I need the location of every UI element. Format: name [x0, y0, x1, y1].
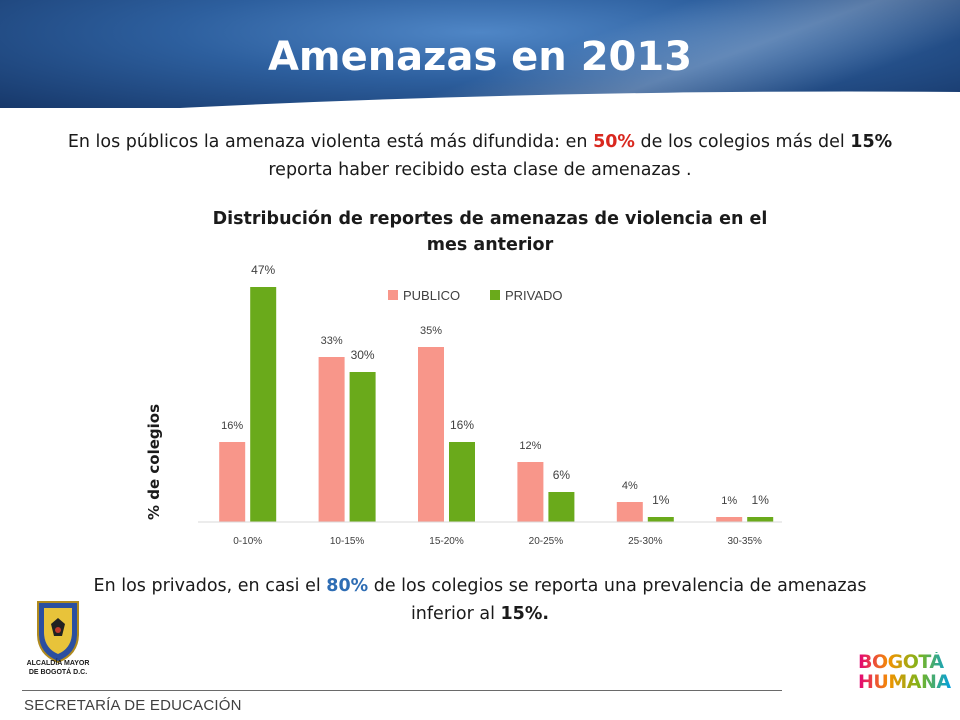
bar-publico-20-25-: [517, 462, 544, 522]
legend-swatch-privado: [490, 290, 500, 300]
intro-highlight-50: 50%: [593, 132, 635, 152]
data-label-publico-25-30-: 4%: [622, 480, 638, 492]
conclusion-text-1: En los privados, en casi el: [93, 576, 327, 596]
bar-privado-0-10-: [250, 287, 277, 522]
y-axis-label: % de colegios: [145, 404, 163, 520]
bar-publico-30-35-: [716, 517, 743, 522]
banner-curve: [0, 91, 960, 128]
conclusion-highlight-80: 80%: [326, 576, 369, 596]
x-tick-label-30-35-: 30-35%: [727, 536, 762, 547]
data-label-privado-0-10-: 47%: [251, 263, 275, 277]
intro-paragraph: En los públicos la amenaza violenta está…: [60, 128, 900, 184]
data-label-publico-0-10-: 16%: [221, 420, 243, 432]
chart-legend: PUBLICO PRIVADO: [388, 288, 563, 303]
chart-title: Distribución de reportes de amenazas de …: [212, 209, 768, 255]
bogota-humana-logo: BOGOTÁ HUMANA: [858, 652, 951, 692]
legend-label-privado: PRIVADO: [505, 288, 563, 303]
legend-swatch-publico: [388, 290, 398, 300]
page-title: Amenazas en 2013: [267, 34, 693, 80]
intro-text-1: En los públicos la amenaza violenta está…: [67, 132, 594, 152]
bar-privado-30-35-: [747, 517, 774, 522]
bar-publico-25-30-: [616, 502, 643, 522]
x-tick-label-15-20-: 15-20%: [429, 536, 464, 547]
bogota-humana-logo-line1: BOGOTÁ: [858, 652, 951, 672]
data-label-privado-10-15-: 30%: [351, 348, 375, 362]
intro-text-3: reporta haber recibido esta clase de ame…: [268, 160, 692, 180]
footer-department: SECRETARÍA DE EDUCACIÓN: [24, 697, 242, 714]
alcaldia-logo: ALCALDÍA MAYOR DE BOGOTÁ D.C.: [24, 600, 92, 691]
data-label-publico-30-35-: 1%: [721, 495, 737, 507]
footer-divider: [22, 690, 782, 691]
data-label-privado-25-30-: 1%: [652, 493, 670, 507]
coat-of-arms-icon: [37, 601, 79, 664]
intro-highlight-15: 15%: [850, 132, 893, 152]
x-tick-label-25-30-: 25-30%: [628, 536, 663, 547]
legend-label-publico: PUBLICO: [403, 288, 460, 303]
conclusion-paragraph: En los privados, en casi el 80% de los c…: [60, 572, 900, 628]
conclusion-text-2: de los colegios se reporta una prevalenc…: [368, 576, 867, 624]
bar-publico-0-10-: [219, 442, 246, 522]
x-tick-label-0-10-: 0-10%: [233, 536, 262, 547]
data-label-publico-10-15-: 33%: [321, 335, 343, 347]
data-label-publico-15-20-: 35%: [420, 325, 442, 337]
bar-publico-10-15-: [318, 357, 345, 522]
bogota-humana-logo-line2: HUMANA: [858, 671, 951, 693]
title-banner: [0, 0, 960, 108]
data-label-privado-30-35-: 1%: [752, 493, 770, 507]
data-label-privado-15-20-: 16%: [450, 418, 474, 432]
data-label-privado-20-25-: 6%: [553, 468, 571, 482]
intro-text-2: de los colegios más del: [634, 132, 851, 152]
data-label-publico-20-25-: 12%: [519, 440, 541, 452]
alcaldia-logo-line1: ALCALDÍA MAYOR: [26, 660, 90, 667]
bar-publico-15-20-: [418, 347, 444, 522]
alcaldia-logo-line2: DE BOGOTÁ D.C.: [28, 669, 88, 676]
bar-privado-25-30-: [647, 517, 674, 522]
bar-privado-15-20-: [449, 442, 475, 522]
conclusion-highlight-15: 15%.: [500, 604, 550, 624]
bar-privado-20-25-: [548, 492, 575, 522]
x-tick-label-10-15-: 10-15%: [330, 536, 365, 547]
bar-privado-10-15-: [349, 372, 376, 522]
x-tick-label-20-25-: 20-25%: [529, 536, 564, 547]
